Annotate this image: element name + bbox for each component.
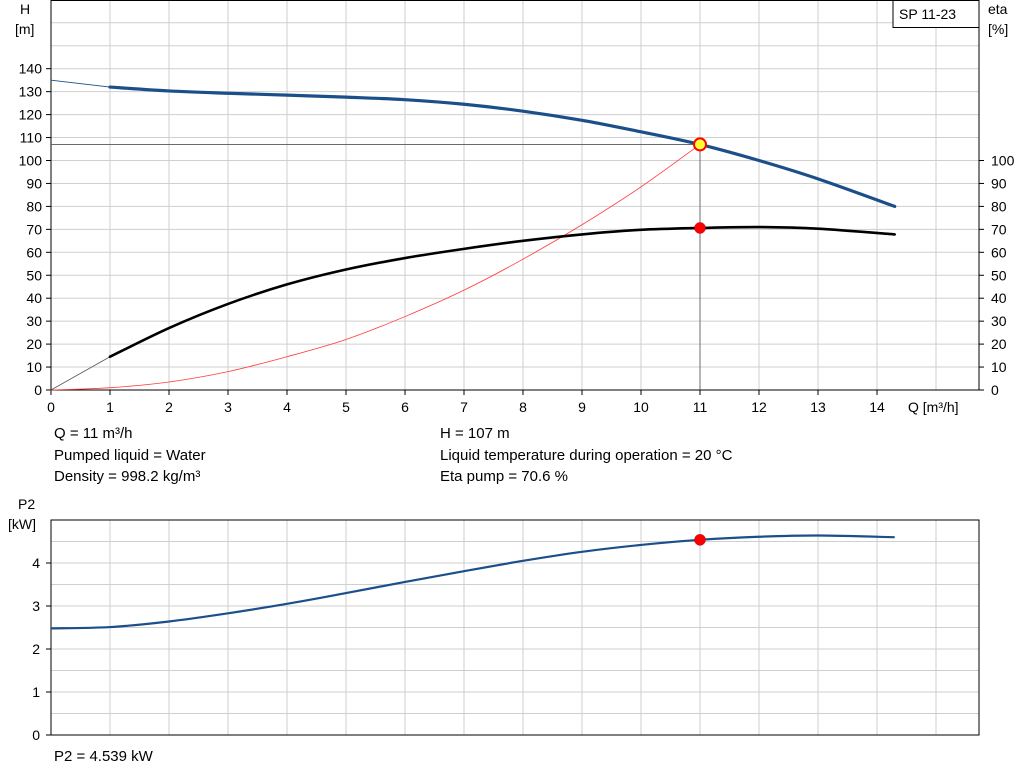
y-tick-label-right: 50 <box>991 267 1007 283</box>
y-tick-label-left: 100 <box>19 153 43 169</box>
x-tick-label: 6 <box>401 399 409 415</box>
y-axis-label-p2: P2 <box>18 496 35 512</box>
y-tick-label-right: 10 <box>991 359 1007 375</box>
y-tick-label-left: 110 <box>20 130 43 146</box>
info-power: P2 = 4.539 kW <box>54 748 154 765</box>
p2-y-tick-label: 0 <box>32 727 40 743</box>
model-label-box <box>892 0 980 28</box>
x-tick-label: 11 <box>693 399 708 415</box>
x-tick-label: 12 <box>751 399 767 415</box>
top-chart-curves <box>50 79 897 391</box>
info-density: Density = 998.2 kg/m³ <box>54 468 200 485</box>
top-x-ticks: 0 1 2 3 4 5 6 7 8 9 10 11 12 13 14 <box>47 390 885 415</box>
y-axis-label-eta: eta <box>988 1 1008 17</box>
top-y-ticks-left: 0 10 20 30 40 50 60 70 80 90 100 110 120 130 140 <box>19 61 51 398</box>
y-tick-label-right: 100 <box>991 153 1015 169</box>
y-tick-label-left: 30 <box>26 313 42 329</box>
y-tick-label-right: 90 <box>991 175 1007 191</box>
efficiency-curve <box>108 225 896 359</box>
info-temperature: Liquid temperature during operation = 20… <box>440 447 733 464</box>
info-liquid: Pumped liquid = Water <box>54 447 206 464</box>
top-y-ticks-right: 0 10 20 30 40 50 60 70 80 90 100 <box>979 153 1015 398</box>
y-tick-label-left: 90 <box>26 175 42 191</box>
head-curve <box>108 85 897 208</box>
y-tick-label-right: 80 <box>991 198 1007 214</box>
p2-y-tick-label: 2 <box>32 641 40 657</box>
power-chart-curves <box>50 534 895 630</box>
y-tick-label-left: 20 <box>26 336 42 352</box>
y-tick-label-right: 60 <box>991 244 1007 260</box>
power-curve <box>50 534 895 630</box>
operating-point-eta <box>694 222 706 234</box>
y-tick-label-right: 40 <box>991 290 1007 306</box>
y-tick-label-left: 140 <box>19 61 43 77</box>
y-tick-label-right: 0 <box>991 382 999 398</box>
power-chart-grid <box>51 520 979 735</box>
operating-point-power <box>694 534 706 546</box>
y-tick-label-left: 80 <box>26 198 42 214</box>
x-tick-label: 14 <box>869 399 885 415</box>
x-axis-label: Q [m³/h] <box>908 399 959 415</box>
power-y-ticks: 0 1 2 3 4 <box>32 555 51 743</box>
x-tick-label: 2 <box>165 399 173 415</box>
top-chart-grid <box>51 1 979 390</box>
system-curve <box>50 144 701 391</box>
info-flow: Q = 11 m³/h <box>54 425 133 442</box>
y-axis-unit-h: [m] <box>15 21 34 37</box>
y-tick-label-left: 130 <box>19 84 43 100</box>
x-tick-label: 9 <box>578 399 586 415</box>
head-curve-extrapolated <box>50 79 111 88</box>
top-chart-frame <box>50 0 980 391</box>
model-label: SP 11-23 <box>899 6 956 22</box>
x-tick-label: 3 <box>224 399 232 415</box>
y-axis-label-h: H <box>20 1 30 17</box>
y-tick-label-left: 40 <box>26 290 42 306</box>
x-tick-label: 8 <box>519 399 527 415</box>
x-tick-label: 13 <box>810 399 826 415</box>
p2-y-tick-label: 1 <box>32 684 40 700</box>
y-tick-label-left: 10 <box>26 359 42 375</box>
x-tick-label: 5 <box>342 399 350 415</box>
efficiency-curve-extrapolated <box>50 356 111 391</box>
y-tick-label-left: 70 <box>26 221 42 237</box>
operating-point-head <box>693 137 707 152</box>
p2-y-tick-label: 3 <box>32 598 40 614</box>
x-tick-label: 10 <box>633 399 649 415</box>
x-tick-label: 7 <box>460 399 468 415</box>
p2-y-tick-label: 4 <box>32 555 40 571</box>
y-tick-label-right: 70 <box>991 221 1007 237</box>
info-head: H = 107 m <box>440 425 510 442</box>
y-axis-unit-eta: [%] <box>988 21 1008 37</box>
x-tick-label: 1 <box>106 399 114 415</box>
y-tick-label-left: 60 <box>26 244 42 260</box>
x-tick-label: 0 <box>47 399 55 415</box>
info-eta: Eta pump = 70.6 % <box>440 468 568 485</box>
y-tick-label-right: 30 <box>991 313 1007 329</box>
y-tick-label-left: 50 <box>26 267 42 283</box>
y-tick-label-left: 0 <box>34 382 42 398</box>
y-tick-label-right: 20 <box>991 336 1007 352</box>
y-tick-label-left: 120 <box>19 107 43 123</box>
y-axis-unit-p2: [kW] <box>8 516 36 532</box>
x-tick-label: 4 <box>283 399 291 415</box>
